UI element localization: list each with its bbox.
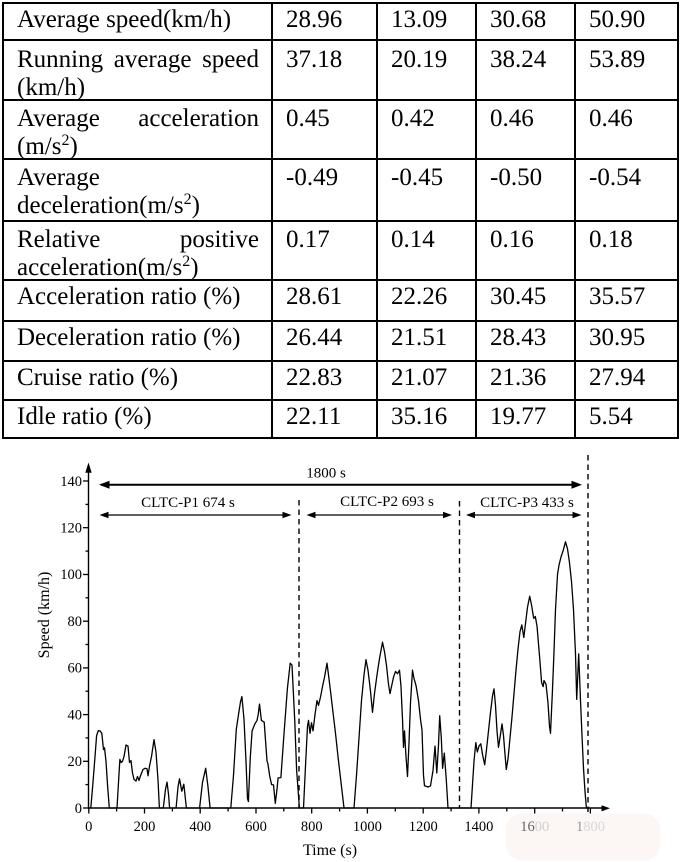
svg-text:Speed (km/h): Speed (km/h) bbox=[36, 572, 53, 659]
svg-text:400: 400 bbox=[189, 819, 211, 835]
svg-text:1000: 1000 bbox=[353, 819, 382, 835]
svg-text:CLTC-P3 433 s: CLTC-P3 433 s bbox=[480, 495, 574, 511]
svg-text:40: 40 bbox=[68, 707, 83, 723]
svg-text:600: 600 bbox=[245, 819, 267, 835]
svg-text:16: 16 bbox=[520, 819, 535, 835]
svg-text:20: 20 bbox=[68, 754, 83, 770]
svg-text:1400: 1400 bbox=[464, 819, 493, 835]
svg-text:60: 60 bbox=[68, 661, 83, 677]
svg-text:0: 0 bbox=[85, 819, 92, 835]
svg-text:120: 120 bbox=[60, 521, 82, 537]
svg-text:800: 800 bbox=[583, 819, 605, 835]
svg-text:1: 1 bbox=[576, 819, 583, 835]
svg-text:800: 800 bbox=[301, 819, 323, 835]
svg-text:1800 s: 1800 s bbox=[306, 466, 346, 482]
svg-text:80: 80 bbox=[68, 614, 83, 630]
svg-text:140: 140 bbox=[60, 474, 82, 490]
svg-text:CLTC-P1 674 s: CLTC-P1 674 s bbox=[141, 495, 235, 511]
svg-text:CLTC-P2 693 s: CLTC-P2 693 s bbox=[340, 494, 434, 510]
svg-text:00: 00 bbox=[535, 819, 550, 835]
svg-text:0: 0 bbox=[75, 801, 82, 817]
svg-text:1200: 1200 bbox=[409, 819, 438, 835]
svg-text:Time (s): Time (s) bbox=[303, 842, 357, 859]
svg-text:200: 200 bbox=[134, 819, 156, 835]
svg-text:100: 100 bbox=[60, 567, 82, 583]
